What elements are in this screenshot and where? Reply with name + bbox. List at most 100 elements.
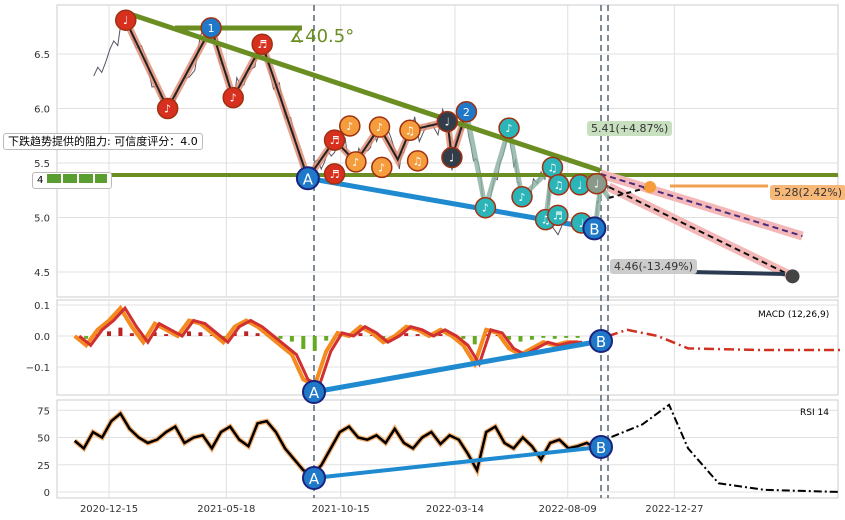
pattern-marker-glyph: ♫ (541, 214, 551, 227)
pattern-marker (115, 9, 137, 31)
pivot-label: B (596, 439, 606, 457)
macd-histogram-bar (472, 336, 477, 345)
panel-frame (56, 299, 839, 396)
pattern-marker-glyph: ♩ (445, 116, 450, 129)
pattern-marker-glyph: ♩ (594, 178, 599, 191)
pattern-marker-glyph: ♬ (330, 134, 340, 147)
pivot-label: B (589, 220, 599, 238)
rsi-line (73, 411, 597, 478)
x-tick-label: 2022-08-09 (539, 504, 597, 515)
macd-histogram-bar (404, 333, 409, 336)
pattern-marker (547, 204, 569, 227)
macd-histogram-bar (301, 336, 306, 350)
x-tick-label: 2021-05-18 (197, 504, 255, 515)
forecast-down-label: 4.46(-13.49%) (610, 259, 697, 274)
pattern-marker-glyph: ♩ (123, 14, 128, 27)
pattern-marker-glyph: ♪ (346, 120, 353, 133)
pivot-point-B (582, 216, 607, 241)
y-tick-label: 6.5 (34, 50, 50, 61)
macd-histogram-bar (118, 327, 123, 336)
pattern-marker-glyph: ♫ (405, 124, 415, 137)
macd-histogram-bar (198, 332, 203, 336)
macd-histogram-bar (164, 334, 169, 336)
macd-histogram-bar (255, 333, 260, 336)
forecast-up-label: 5.41(+4.87%) (587, 121, 673, 136)
macd-histogram-bar (129, 333, 134, 336)
macd-histogram-bar (461, 336, 466, 339)
resistance-annotation: 下跌趋势提供的阻力: 可信度评分：4.0 (3, 133, 203, 150)
rsi-pivot-B (589, 435, 613, 459)
rsi-tick-label: 25 (37, 461, 50, 472)
macd-histogram-bar (369, 335, 374, 336)
macd-histogram-bar (552, 336, 557, 339)
pattern-marker (511, 186, 533, 208)
legend-value: 4 (37, 175, 44, 186)
pattern-marker-glyph: ♪ (506, 122, 513, 135)
macd-histogram-bar (507, 336, 512, 340)
macd-histogram-bar (541, 336, 546, 338)
macd-pivot-B (589, 329, 613, 353)
pattern-marker (368, 116, 391, 138)
forecast-down-point (785, 269, 800, 284)
macd-pivot-A (302, 380, 326, 404)
rsi-title: RSI 14 (800, 408, 829, 418)
pattern-marker-glyph: ♫ (548, 161, 558, 174)
pattern-marker-glyph: 2 (463, 106, 470, 119)
x-tick-label: 2022-12-27 (645, 504, 703, 515)
pattern-marker-glyph: ♪ (482, 202, 489, 215)
x-tick-label: 2020-12-15 (80, 504, 138, 515)
rsi-pivot-A (302, 466, 326, 490)
macd-histogram-bar (152, 332, 157, 336)
pattern-marker-glyph: ♬ (257, 38, 267, 51)
pattern-marker (371, 156, 393, 179)
panel-frame (56, 399, 839, 499)
macd-histogram-bar (312, 336, 317, 351)
rsi-tick-label: 75 (37, 406, 50, 417)
pattern-marker (474, 196, 497, 219)
y-tick-label: 5.5 (34, 159, 50, 170)
y-tick-label: 4.5 (34, 268, 50, 279)
pattern-marker-glyph: ♩ (579, 217, 584, 230)
macd-histogram-bar (209, 335, 214, 336)
forecast-line-lower (608, 186, 793, 278)
pattern-marker-glyph: ♪ (230, 92, 237, 105)
pattern-marker (455, 101, 478, 123)
pivot-label: A (303, 170, 314, 188)
pattern-marker-glyph: ♩ (449, 152, 454, 165)
macd-tick-label: 0.0 (34, 332, 50, 343)
pattern-marker (345, 151, 367, 173)
pattern-marker (399, 119, 421, 142)
macd-histogram-bar (107, 331, 111, 336)
pattern-marker-glyph: ♫ (413, 155, 423, 168)
pivot-point-A (295, 166, 320, 191)
macd-histogram-bar (438, 334, 443, 336)
pattern-marker-glyph: 1 (208, 22, 215, 35)
pattern-marker (323, 129, 346, 151)
macd-histogram-bar (278, 336, 283, 339)
rsi-tick-label: 50 (37, 434, 50, 445)
macd-line (78, 305, 583, 388)
pattern-marker (441, 146, 463, 169)
macd-histogram-bar (415, 334, 420, 336)
macd-histogram-bar (244, 331, 249, 336)
pattern-marker (339, 115, 361, 137)
forecast-mid-label: 5.28(2.42%) (770, 185, 845, 200)
pattern-marker (251, 33, 273, 55)
resistance-trendline (124, 10, 602, 174)
pattern-marker (436, 110, 459, 133)
y-tick-label: 5.0 (34, 214, 50, 225)
macd-histogram-bar (575, 336, 580, 338)
forecast-line-mid (608, 186, 651, 199)
pattern-marker (200, 17, 222, 39)
angle-label: ∡40.5° (289, 26, 355, 47)
legend-swatches (46, 174, 107, 183)
x-tick-label: 2021-10-15 (312, 504, 370, 515)
pattern-marker-glyph: ♬ (330, 168, 340, 181)
pattern-marker (498, 117, 520, 139)
macd-histogram-bar (564, 336, 569, 338)
pattern-marker (585, 172, 608, 195)
panel-frame (56, 4, 839, 298)
macd-histogram-bar (529, 336, 534, 340)
pattern-marker-glyph: ♩ (577, 179, 582, 192)
